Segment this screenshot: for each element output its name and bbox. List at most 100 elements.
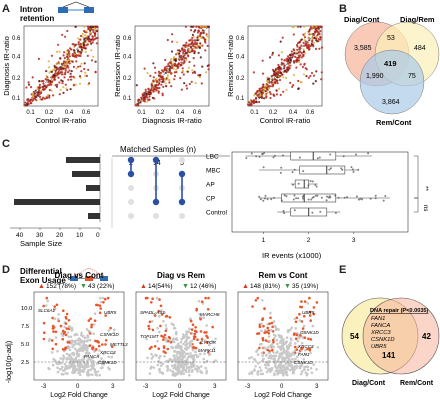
volcano-point [296,345,300,349]
scatter-point [184,25,187,28]
volcano-point [68,358,72,361]
scatter-point [50,70,53,73]
volcano-point [298,319,302,322]
scatter-point [86,38,89,41]
volcano-point [189,365,193,368]
scatter-point [194,71,197,74]
venn-label-diag-cont: Diag/Cont [344,15,380,24]
panel-b-venn: Diag/Cont Diag/Rem Rem/Cont 3,585 53 484… [344,15,440,127]
scatter-point [302,33,305,36]
volcano-point [67,335,70,338]
venn2-gene-5: UBR5 [371,344,387,350]
gene-label: CSNK1D [98,360,117,365]
volcano-point [158,298,161,301]
scatter-point [176,41,179,44]
scatter-point [299,25,302,28]
gene-label: METTL3 [110,342,128,347]
volcano-point [302,324,306,328]
scatter-point [84,34,87,37]
volcano-point [309,351,312,355]
x-tick-label: 0.4 [176,110,185,116]
volcano-point [205,371,208,375]
volcano-point [261,354,265,357]
volcano-point [151,319,154,323]
scatter-point [207,25,210,28]
volcano-point [293,353,296,356]
volcano-point [251,305,254,308]
volcano-point [74,356,78,359]
volcano-point [277,345,280,348]
volcano-point [205,331,208,334]
volcano-point [86,335,90,338]
scatter-point [78,82,82,85]
volcano-plot-2: Diag vs Rem ▲ 14(54%) ▼ 12 (46%) SPADL-AS1 MAR… [135,271,227,399]
volcano-point [156,363,160,367]
volcano-point [58,368,62,371]
scatter-point [299,63,302,66]
volcano-point [282,338,285,341]
volcano-point [282,372,285,375]
intron-cartoon [58,1,94,13]
scatter-point [255,101,258,104]
scatter-point [164,66,167,69]
scatter-point [171,40,174,43]
volcano-point [285,340,289,343]
volcano-point [308,347,312,351]
volcano-point [168,316,172,319]
gene-label: UBR5 [302,310,315,315]
volcano-point [271,348,274,352]
scatter-point [303,25,306,28]
scatter-point [193,50,196,53]
scatter-point [161,80,164,83]
scatter-point [174,59,177,62]
scatter-point [297,87,300,91]
volcano-point [268,367,272,371]
scatter-point [183,48,186,51]
scatter-point [315,70,318,73]
y-axis-label: Diagnosis IR-ratio [2,36,11,96]
scatter-point [66,64,69,67]
volcano-point [51,316,54,320]
panel-d-figure: Differential Exon Usage -log10(p-adj) Di… [4,267,329,399]
volcano-point [298,336,301,340]
volcano-point [272,354,276,358]
volcano-point [96,353,100,357]
volcano-point [260,329,263,333]
y-axis-label: Remission IR-ratio [226,35,235,97]
volcano-point [91,346,94,350]
volcano-point [308,314,312,317]
scatter-point [176,52,179,55]
scatter-point [53,74,56,77]
scatter-point [172,67,175,70]
volcano-point [309,338,313,341]
volcano-point [98,359,101,363]
scatter-point [88,82,91,85]
scatter-point [311,37,314,40]
volcano-point [260,351,264,355]
volcano-point [146,296,149,300]
gene-label: SLC6A1 [38,308,56,313]
scatter-point [189,38,192,42]
volcano-point [195,309,198,312]
scatter-point [304,67,307,70]
scatter-point [307,48,311,51]
scatter-point [47,60,50,63]
scatter-point [280,51,284,54]
scatter-point [198,76,202,79]
volcano-point [281,358,284,361]
volcano-point [53,305,56,308]
scatter-point [292,26,295,29]
x-axis-label: Control IR-ratio [260,116,311,125]
volcano-point [290,338,293,342]
scatter-point [38,95,42,98]
scatter-point [31,76,34,79]
scatter-point [79,76,82,79]
scatter-point [191,69,194,72]
scatter-point [161,94,164,97]
scatter-point [271,51,274,55]
volcano-point [268,322,271,325]
volcano-point [47,339,51,342]
scatter-point [270,81,273,84]
